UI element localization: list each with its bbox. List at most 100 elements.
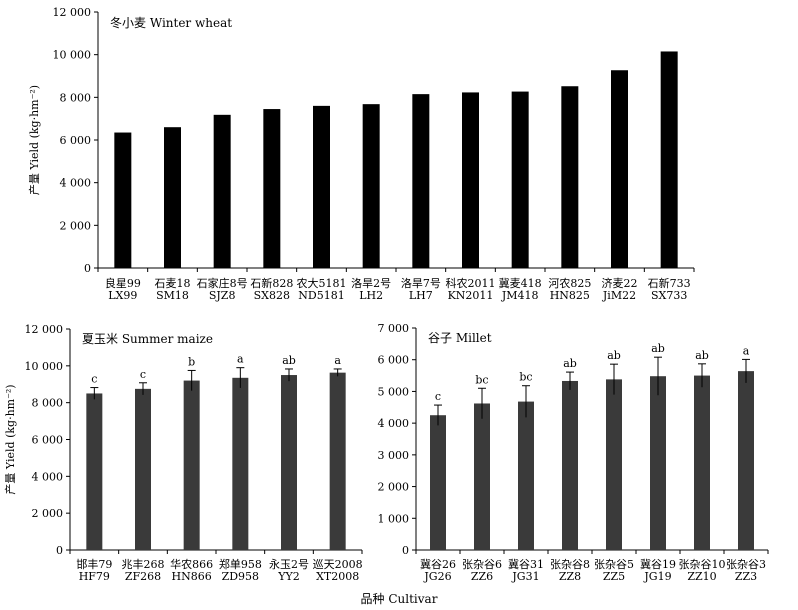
maize-significance-label: a xyxy=(334,354,341,367)
millet-bar xyxy=(738,371,754,550)
wheat-category-label: 石新828 xyxy=(250,276,293,290)
wheat-category-label: 农大5181 xyxy=(297,276,347,290)
wheat-y-tick-label: 4 000 xyxy=(60,177,92,190)
millet-significance-label: bc xyxy=(519,371,532,384)
millet-category-label: 张杂谷3 xyxy=(726,558,766,571)
maize-significance-label: ab xyxy=(282,354,296,367)
maize-bar xyxy=(183,380,200,550)
millet-y-tick-label: 3 000 xyxy=(378,449,410,462)
wheat-category-code: HN825 xyxy=(550,289,590,302)
millet-category-code: JG26 xyxy=(423,570,451,583)
millet-y-tick-label: 5 000 xyxy=(378,385,410,398)
wheat-category-code: SX733 xyxy=(651,289,687,302)
wheat-bar xyxy=(263,109,281,268)
millet-significance-label: ab xyxy=(695,349,709,362)
wheat-bar xyxy=(362,104,380,268)
maize-chart-title: 夏玉米 Summer maize xyxy=(82,332,213,346)
millet-category-label: 冀谷26 xyxy=(420,557,456,571)
wheat-category-label: 石麦18 xyxy=(155,277,191,290)
wheat-y-axis-label: 产量 Yield (kg·hm⁻²) xyxy=(27,85,41,195)
millet-bar xyxy=(606,379,622,550)
maize-bar xyxy=(135,388,151,550)
maize-bar xyxy=(232,377,249,550)
wheat-category-code: LH7 xyxy=(409,289,433,302)
millet-chart-title: 谷子 Millet xyxy=(428,331,492,345)
maize-category-code: XT2008 xyxy=(316,570,359,583)
millet-bar xyxy=(518,401,534,550)
millet-bar xyxy=(650,376,666,550)
wheat-y-tick-label: 12 000 xyxy=(53,6,92,19)
wheat-bar xyxy=(462,92,479,268)
maize-category-label: 邯丰79 xyxy=(76,557,112,571)
wheat-category-label: 良星99 xyxy=(105,276,141,290)
maize-y-axis-label: 产量 Yield (kg·hm⁻²) xyxy=(3,384,17,494)
maize-category-label: 郑单958 xyxy=(219,557,262,571)
millet-category-label: 冀谷31 xyxy=(508,557,544,571)
wheat-category-code: KN2011 xyxy=(448,289,494,302)
wheat-category-code: SX828 xyxy=(254,289,290,302)
wheat-category-label: 石新733 xyxy=(648,276,691,290)
millet-bar xyxy=(474,403,490,550)
maize-bar xyxy=(281,375,297,550)
millet-category-code: ZZ10 xyxy=(687,570,716,583)
maize-category-code: ZD958 xyxy=(222,570,259,583)
maize-significance-label: c xyxy=(91,373,97,386)
wheat-bar xyxy=(561,86,579,269)
wheat-bar xyxy=(611,70,628,269)
wheat-category-label: 济麦22 xyxy=(602,276,638,290)
wheat-category-code: JiM22 xyxy=(602,289,636,302)
wheat-category-code: SM18 xyxy=(156,289,189,302)
wheat-y-tick-label: 10 000 xyxy=(53,49,92,62)
millet-category-label: 张杂谷6 xyxy=(462,558,502,571)
wheat-category-code: JM418 xyxy=(501,289,539,302)
wheat-y-tick-label: 6 000 xyxy=(60,134,92,147)
millet-category-label: 张杂谷10 xyxy=(679,558,726,571)
wheat-bar xyxy=(660,51,678,268)
wheat-bar xyxy=(213,114,231,269)
millet-category-code: JG31 xyxy=(511,570,539,583)
maize-y-tick-label: 4 000 xyxy=(32,470,64,483)
millet-y-tick-label: 7 000 xyxy=(378,322,410,335)
wheat-bar xyxy=(412,94,430,268)
shared-x-axis-label: 品种 Cultivar xyxy=(361,592,438,606)
maize-significance-label: a xyxy=(237,353,244,366)
millet-y-tick-label: 6 000 xyxy=(378,354,410,367)
millet-y-tick-label: 1 000 xyxy=(378,512,410,525)
maize-category-label: 兆丰268 xyxy=(122,558,165,571)
millet-category-code: JG19 xyxy=(643,570,671,583)
maize-y-tick-label: 12 000 xyxy=(25,323,64,336)
wheat-category-label: 河农825 xyxy=(548,276,591,290)
maize-category-label: 巡天2008 xyxy=(313,558,363,571)
wheat-category-label: 冀麦418 xyxy=(499,276,542,290)
millet-y-tick-label: 4 000 xyxy=(378,417,410,430)
wheat-bar xyxy=(511,91,529,268)
wheat-category-label: 石家庄8号 xyxy=(197,276,248,290)
wheat-bar xyxy=(114,132,132,268)
maize-category-code: YY2 xyxy=(277,570,300,583)
wheat-category-code: ND5181 xyxy=(298,289,344,302)
maize-bar xyxy=(329,372,346,550)
millet-category-code: ZZ6 xyxy=(471,570,493,583)
millet-bar xyxy=(430,415,446,550)
wheat-y-tick-label: 0 xyxy=(84,262,91,275)
maize-y-tick-label: 2 000 xyxy=(32,507,64,520)
millet-significance-label: ab xyxy=(651,342,665,355)
millet-category-label: 张杂谷8 xyxy=(550,558,590,571)
maize-bar xyxy=(86,393,103,550)
maize-category-label: 华农866 xyxy=(170,557,213,571)
millet-bar xyxy=(694,375,710,550)
millet-significance-label: ab xyxy=(607,349,621,362)
millet-significance-label: a xyxy=(743,344,750,357)
wheat-y-tick-label: 8 000 xyxy=(60,91,92,104)
wheat-bar xyxy=(313,105,330,268)
wheat-category-label: 洛旱2号 xyxy=(351,276,391,290)
maize-y-tick-label: 10 000 xyxy=(25,360,64,373)
millet-category-code: ZZ3 xyxy=(735,570,757,583)
millet-bar xyxy=(562,380,578,550)
wheat-category-code: SJZ8 xyxy=(209,289,236,302)
maize-y-tick-label: 0 xyxy=(56,544,63,557)
wheat-y-tick-label: 2 000 xyxy=(60,219,92,232)
wheat-category-label: 洛旱7号 xyxy=(401,276,441,290)
wheat-category-label: 科农2011 xyxy=(446,276,496,290)
